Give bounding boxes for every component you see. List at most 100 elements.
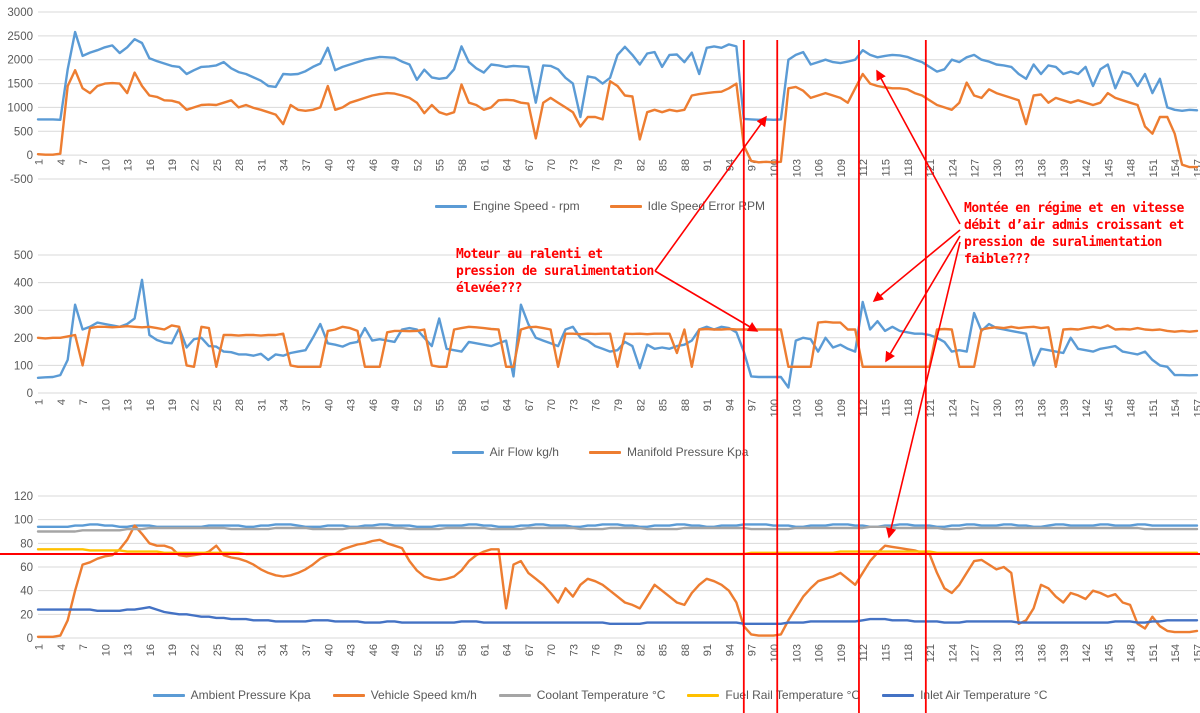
y-axis-tick-label: 80 bbox=[20, 538, 33, 550]
legend-item: Engine Speed - rpm bbox=[434, 199, 580, 213]
legend-item: Vehicle Speed km/h bbox=[332, 688, 477, 702]
legend-item: Idle Speed Error RPM bbox=[609, 199, 766, 213]
x-axis-tick-label: 100 bbox=[769, 644, 781, 662]
legend-label: Air Flow kg/h bbox=[489, 445, 559, 459]
x-axis-tick-label: 154 bbox=[1170, 399, 1182, 417]
x-axis-tick-label: 67 bbox=[524, 159, 536, 171]
y-axis-tick-label: 400 bbox=[14, 278, 33, 290]
x-axis-tick-label: 49 bbox=[390, 159, 402, 171]
x-axis-tick-label: 10 bbox=[100, 159, 112, 171]
x-axis-tick-label: 49 bbox=[390, 644, 402, 656]
x-axis-tick-label: 118 bbox=[903, 399, 915, 417]
x-axis-tick-label: 61 bbox=[479, 399, 491, 411]
x-axis-tick-label: 1 bbox=[34, 399, 46, 405]
legend-item: Inlet Air Temperature °C bbox=[882, 688, 1047, 702]
x-axis-tick-label: 16 bbox=[145, 644, 157, 656]
legend-label: Vehicle Speed km/h bbox=[370, 688, 477, 702]
series-manifold-pressure-kpa bbox=[36, 320, 1199, 369]
legend-label: Manifold Pressure Kpa bbox=[626, 445, 749, 459]
legend-label: Idle Speed Error RPM bbox=[647, 199, 766, 213]
x-axis-tick-label: 73 bbox=[568, 159, 580, 171]
x-axis-tick-label: 109 bbox=[836, 399, 848, 417]
x-axis-tick-label: 136 bbox=[1036, 399, 1048, 417]
x-axis-tick-label: 106 bbox=[814, 399, 826, 417]
x-axis-tick-label: 148 bbox=[1126, 159, 1138, 177]
series-idle-speed-error-rpm bbox=[36, 68, 1199, 169]
x-axis-tick-label: 10 bbox=[100, 399, 112, 411]
x-axis-tick-label: 49 bbox=[390, 399, 402, 411]
series-inlet-air-temperature-c bbox=[36, 605, 1199, 626]
legend-item: Fuel Rail Temperature °C bbox=[687, 688, 860, 702]
x-axis-tick-label: 13 bbox=[123, 399, 135, 411]
x-axis-tick-label: 61 bbox=[479, 644, 491, 656]
x-axis-tick-label: 16 bbox=[145, 399, 157, 411]
y-axis-tick-label: 300 bbox=[14, 305, 33, 317]
x-axis-tick-label: 151 bbox=[1148, 399, 1160, 417]
x-axis-tick-label: 67 bbox=[524, 644, 536, 656]
annotation-rising-rpm-low-boost: Montée en régime et en vitesse débit d’a… bbox=[964, 201, 1184, 267]
airflow-manifold-chart: 500 400 300 200 100 0 1 4 7 10 13 16 19 22 25 28 31 34 37 4… bbox=[0, 243, 1200, 465]
x-axis-tick-label: 136 bbox=[1036, 159, 1048, 177]
x-axis-tick-label: 13 bbox=[123, 644, 135, 656]
x-axis-tick-label: 145 bbox=[1103, 159, 1115, 177]
x-axis-tick-label: 112 bbox=[858, 644, 870, 662]
legend-swatch bbox=[687, 693, 720, 697]
y-axis-tick-label: 500 bbox=[14, 126, 33, 138]
x-axis-tick-label: 97 bbox=[747, 644, 759, 656]
x-axis-tick-label: 52 bbox=[412, 159, 424, 171]
y-axis-tick-label: -500 bbox=[10, 174, 33, 186]
x-axis-tick-label: 40 bbox=[323, 159, 335, 171]
x-axis-tick-label: 70 bbox=[546, 644, 558, 656]
legend-item: Air Flow kg/h bbox=[451, 445, 559, 459]
pressure-speed-temperature-legend: Ambient Pressure Kpa Vehicle Speed km/h Co… bbox=[0, 688, 1200, 702]
x-axis-tick-label: 22 bbox=[190, 159, 202, 171]
y-axis-tick-label: 1500 bbox=[7, 79, 33, 91]
x-axis-tick-label: 58 bbox=[457, 644, 469, 656]
series-vehicle-speed-km-h bbox=[36, 524, 1199, 639]
x-axis-tick-label: 106 bbox=[814, 159, 826, 177]
x-axis-tick-label: 52 bbox=[412, 644, 424, 656]
legend-swatch bbox=[152, 693, 185, 697]
x-axis-tick-label: 88 bbox=[680, 159, 692, 171]
x-axis-tick-label: 82 bbox=[635, 159, 647, 171]
x-axis-tick-label: 79 bbox=[613, 399, 625, 411]
x-axis-tick-label: 4 bbox=[56, 399, 68, 405]
x-axis-tick-label: 85 bbox=[658, 159, 670, 171]
pressure-speed-temperature-chart: 120 100 80 60 40 20 0 1 4 7 10 13 16 19 22 25 28 31 34 37 40… bbox=[0, 484, 1200, 713]
x-axis-tick-label: 43 bbox=[346, 644, 358, 656]
legend-swatch bbox=[434, 204, 467, 208]
x-axis-tick-label: 148 bbox=[1126, 399, 1138, 417]
y-axis-tick-label: 20 bbox=[20, 609, 33, 621]
x-axis-tick-label: 82 bbox=[635, 644, 647, 656]
x-axis-tick-label: 61 bbox=[479, 159, 491, 171]
series-ambient-pressure-kpa bbox=[36, 523, 1199, 528]
x-axis-tick-label: 139 bbox=[1059, 159, 1071, 177]
x-axis-tick-label: 70 bbox=[546, 159, 558, 171]
y-axis-tick-label: 100 bbox=[14, 515, 33, 527]
pressure-speed-temperature-plot: 120 100 80 60 40 20 01 4 7 10 13 16 19 22 25 28 31 34 37 40… bbox=[14, 491, 1200, 662]
x-axis-tick-label: 7 bbox=[78, 399, 90, 405]
y-axis-tick-label: 200 bbox=[14, 333, 33, 345]
x-axis-tick-label: 28 bbox=[234, 644, 246, 656]
x-axis-tick-label: 133 bbox=[1014, 399, 1026, 417]
x-axis-tick-label: 46 bbox=[368, 159, 380, 171]
legend-label: Ambient Pressure Kpa bbox=[190, 688, 311, 702]
x-axis-tick-label: 142 bbox=[1081, 644, 1093, 662]
y-axis-tick-label: 100 bbox=[14, 360, 33, 372]
x-axis-tick-label: 40 bbox=[323, 644, 335, 656]
legend-label: Engine Speed - rpm bbox=[472, 199, 580, 213]
x-axis-tick-label: 37 bbox=[301, 399, 313, 411]
legend-item: Ambient Pressure Kpa bbox=[152, 688, 311, 702]
x-axis-tick-label: 4 bbox=[56, 159, 68, 165]
x-axis-tick-label: 19 bbox=[167, 644, 179, 656]
x-axis-tick-label: 37 bbox=[301, 159, 313, 171]
x-axis-tick-label: 31 bbox=[256, 644, 268, 656]
x-axis-tick-label: 136 bbox=[1036, 644, 1048, 662]
x-axis-tick-label: 112 bbox=[858, 399, 870, 417]
series-engine-speed-rpm bbox=[36, 30, 1199, 122]
x-axis-tick-label: 130 bbox=[992, 644, 1004, 662]
x-axis-tick-label: 34 bbox=[279, 159, 291, 171]
y-axis-tick-label: 60 bbox=[20, 562, 33, 574]
x-axis-tick-label: 46 bbox=[368, 399, 380, 411]
y-axis-tick-label: 3000 bbox=[7, 7, 33, 19]
